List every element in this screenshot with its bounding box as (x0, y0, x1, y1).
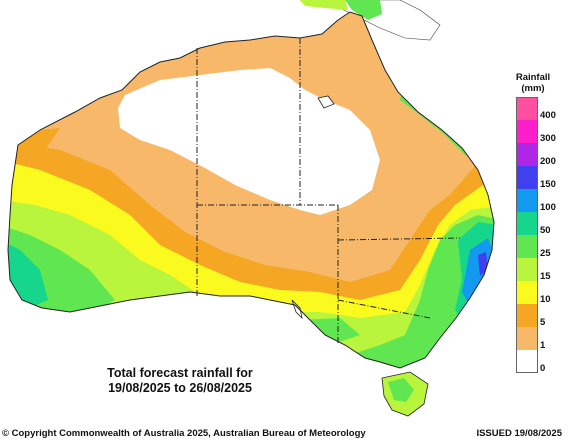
legend-swatch-300 (516, 120, 538, 143)
legend-swatch-150 (516, 166, 538, 189)
legend-label-0: 0 (540, 363, 546, 374)
tasmania (381, 371, 429, 417)
spencer-gulf (291, 299, 303, 320)
legend-label-400: 400 (540, 110, 556, 121)
issued-date: ISSUED 19/08/2025 (476, 428, 562, 439)
legend-swatch-400 (516, 97, 538, 120)
legend-swatch-200 (516, 143, 538, 166)
copyright-text: © Copyright Commonwealth of Australia 20… (2, 428, 366, 439)
legend-label-300: 300 (540, 133, 556, 144)
legend-label-50: 50 (540, 225, 551, 236)
caption-title: Total forecast rainfall for (107, 366, 253, 380)
legend-swatch-15 (516, 258, 538, 281)
legend-label-150: 150 (540, 179, 556, 190)
australia-coastline (7, 11, 495, 369)
gulf-of-carpentaria-island (317, 95, 335, 109)
new-guinea-region (299, 0, 441, 41)
state-borders (196, 38, 461, 345)
legend-swatch-5 (516, 304, 538, 327)
legend-title: Rainfall (mm) (510, 72, 556, 94)
legend-label-15: 15 (540, 271, 551, 282)
legend-label-5: 5 (540, 317, 546, 328)
legend-title-line2: (mm) (521, 83, 545, 94)
legend-swatch-100 (516, 189, 538, 212)
legend-label-100: 100 (540, 202, 556, 213)
legend-swatch-50 (516, 212, 538, 235)
legend-label-1: 1 (540, 340, 546, 351)
legend-label-200: 200 (540, 156, 556, 167)
legend-swatch-1 (516, 327, 538, 350)
legend-swatch-0 (516, 350, 538, 373)
legend-label-10: 10 (540, 294, 551, 305)
legend-title-line1: Rainfall (515, 72, 551, 83)
legend-label-25: 25 (540, 248, 551, 259)
legend-swatch-10 (516, 281, 538, 304)
caption-dates: 19/08/2025 to 26/08/2025 (108, 381, 252, 395)
map-caption: Total forecast rainfall for 19/08/2025 t… (60, 366, 300, 396)
legend-swatch-25 (516, 235, 538, 258)
